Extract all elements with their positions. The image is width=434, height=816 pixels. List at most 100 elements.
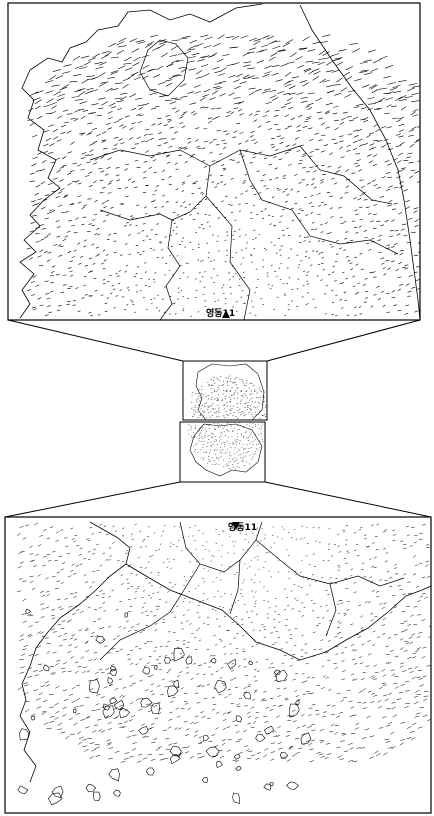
wind-vector — [215, 116, 220, 119]
wind-vector — [411, 231, 416, 233]
wind-vector — [92, 128, 97, 130]
wind-vector — [286, 596, 289, 598]
wind-vector — [50, 270, 55, 274]
wind-vector — [412, 85, 420, 88]
wind-vector — [33, 565, 37, 567]
wind-vector — [221, 682, 225, 684]
wind-vector — [370, 68, 379, 72]
wind-vector — [387, 205, 392, 207]
wind-vector — [254, 717, 259, 719]
wind-vector — [346, 689, 351, 691]
wind-vector — [327, 560, 330, 562]
wind-vector — [241, 460, 243, 462]
wind-vector — [89, 143, 94, 146]
wind-vector — [414, 171, 420, 174]
wind-vector — [233, 422, 236, 424]
wind-vector — [332, 112, 338, 115]
wind-vector — [331, 271, 335, 273]
wind-vector — [253, 668, 257, 671]
wind-vector — [348, 119, 355, 122]
wind-vector — [235, 740, 240, 742]
wind-vector — [245, 402, 247, 404]
wind-vector — [74, 65, 83, 69]
wind-vector — [118, 118, 123, 121]
wind-vector — [57, 115, 63, 119]
wind-vector — [110, 71, 118, 75]
wind-vector — [298, 208, 302, 210]
wind-vector — [321, 577, 324, 579]
bottom-panel-frame — [4, 516, 432, 814]
wind-vector — [101, 101, 108, 106]
wind-vector — [37, 663, 43, 665]
wind-vector — [337, 166, 342, 169]
wind-vector — [126, 620, 129, 622]
wind-vector — [207, 407, 210, 409]
wind-vector — [254, 600, 257, 602]
wind-vector — [354, 314, 357, 317]
wind-vector — [62, 706, 67, 709]
wind-vector — [311, 676, 315, 679]
wind-vector — [352, 714, 357, 716]
wind-vector — [131, 748, 137, 751]
wind-vector — [367, 97, 375, 100]
wind-vector — [387, 267, 391, 270]
wind-vector — [310, 183, 314, 186]
wind-vector — [202, 673, 206, 676]
island-outline — [167, 685, 179, 698]
wind-vector — [220, 555, 223, 558]
wind-vector — [23, 682, 28, 685]
wind-vector — [73, 118, 79, 122]
radar-site-label-top: 영동11 — [206, 307, 235, 319]
wind-vector — [302, 82, 309, 87]
wind-vector — [99, 590, 103, 592]
wind-vector — [127, 566, 131, 568]
wind-vector — [417, 647, 421, 650]
wind-vector — [269, 223, 272, 225]
wind-vector — [110, 663, 115, 666]
wind-vector — [394, 655, 399, 658]
wind-vector — [128, 74, 135, 79]
wind-vector — [400, 662, 405, 665]
wind-vector — [141, 606, 145, 609]
wind-vector — [373, 695, 378, 697]
wind-vector — [107, 117, 113, 120]
wind-vector — [144, 128, 150, 131]
wind-vector — [46, 98, 54, 103]
wind-vector — [363, 59, 373, 62]
wind-vector — [354, 727, 359, 730]
wind-vector — [153, 650, 157, 653]
wind-vector — [175, 59, 184, 63]
wind-vector — [248, 47, 257, 51]
wind-vector — [367, 182, 372, 185]
wind-vector — [80, 611, 84, 613]
wind-vector — [214, 300, 216, 302]
wind-vector — [51, 210, 56, 213]
wind-vector — [162, 618, 166, 621]
wind-vector — [361, 629, 365, 631]
wind-vector — [129, 564, 132, 566]
wind-vector — [44, 194, 50, 197]
wind-vector — [258, 440, 260, 442]
wind-vector — [347, 259, 351, 262]
wind-vector — [141, 140, 146, 143]
wind-vector — [190, 428, 192, 430]
wind-vector — [391, 595, 396, 597]
wind-vector — [231, 669, 234, 672]
wind-vector — [296, 726, 301, 729]
wind-vector — [150, 298, 152, 301]
wind-vector — [363, 229, 368, 232]
wind-vector — [272, 704, 276, 707]
wind-vector — [356, 103, 364, 106]
wind-vector — [242, 380, 244, 382]
island-outline — [169, 745, 182, 757]
wind-vector — [120, 761, 126, 763]
wind-vector — [195, 289, 198, 292]
wind-vector — [85, 627, 89, 630]
wind-vector — [211, 436, 214, 438]
wind-vector — [33, 670, 38, 672]
wind-vector — [149, 138, 154, 140]
wind-vector — [226, 423, 228, 425]
wind-vector — [71, 180, 77, 183]
wind-vector — [382, 304, 386, 307]
wind-vector — [239, 113, 244, 116]
